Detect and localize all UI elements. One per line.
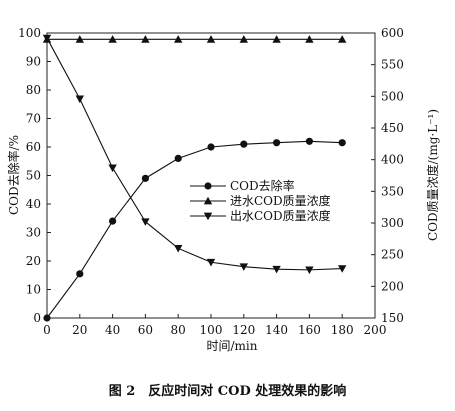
figure-caption: 图 2 反应时间对 COD 处理效果的影响 bbox=[108, 384, 347, 399]
y-axis-left-title: COD去除率/% bbox=[6, 135, 21, 215]
series-1-point bbox=[273, 139, 281, 147]
x-axis: 0 20 40 60 80 100 120 140 160 180 200 bbox=[43, 314, 386, 337]
x-tick-label: 160 bbox=[298, 323, 321, 337]
y-left-tick-label: 60 bbox=[26, 140, 41, 154]
series-3-line bbox=[46, 37, 343, 271]
y-right-tick-label: 400 bbox=[381, 153, 404, 167]
y-left-tick-label: 80 bbox=[26, 83, 41, 97]
y-axis-left: 0 10 20 30 40 50 60 70 80 90 100 bbox=[18, 26, 51, 325]
chart: 0 20 40 60 80 100 120 140 160 180 200 0 10 20 30 40 50 6… bbox=[6, 26, 440, 353]
series-3-point bbox=[305, 266, 314, 275]
x-tick-label: 180 bbox=[331, 323, 354, 337]
y-right-tick-label: 600 bbox=[381, 26, 404, 40]
series-2-point bbox=[108, 35, 117, 43]
legend-marker bbox=[203, 212, 213, 221]
legend-marker bbox=[203, 196, 213, 205]
plot-frame bbox=[46, 32, 376, 319]
legend-item-3: 出水COD质量浓度 bbox=[190, 208, 331, 223]
y-left-tick-label: 50 bbox=[26, 169, 41, 183]
y-right-tick-label: 300 bbox=[381, 216, 404, 230]
series-2-point bbox=[174, 35, 183, 43]
x-axis-title: 时间/min bbox=[207, 339, 258, 353]
x-tick-label: 40 bbox=[105, 323, 120, 337]
x-tick-label: 140 bbox=[265, 323, 288, 337]
x-tick-label: 0 bbox=[43, 323, 51, 337]
series-layer bbox=[42, 34, 347, 322]
series-3-point bbox=[75, 95, 84, 104]
series-1 bbox=[43, 137, 346, 322]
series-1-point bbox=[338, 139, 346, 147]
series-3-point bbox=[108, 164, 117, 173]
series-1-point bbox=[240, 140, 248, 148]
series-1-point bbox=[109, 217, 117, 225]
y-left-tick-label: 30 bbox=[26, 226, 41, 240]
series-2-point bbox=[75, 35, 84, 43]
x-tick-label: 60 bbox=[138, 323, 153, 337]
x-tick-label: 200 bbox=[364, 323, 387, 337]
series-2-point bbox=[206, 35, 216, 43]
y-right-tick-label: 200 bbox=[381, 279, 404, 293]
series-1-point bbox=[43, 314, 51, 322]
legend-item-2: 进水COD质量浓度 bbox=[190, 193, 331, 208]
legend-label: COD去除率 bbox=[230, 178, 295, 193]
series-3-point bbox=[174, 244, 183, 253]
series-3-point bbox=[239, 263, 248, 271]
x-tick-label: 20 bbox=[72, 323, 87, 337]
y-left-tick-label: 20 bbox=[26, 254, 41, 268]
legend-marker bbox=[204, 182, 212, 190]
series-3-point bbox=[206, 258, 216, 267]
plot-border bbox=[46, 32, 376, 319]
series-2-point bbox=[305, 35, 314, 43]
y-axis-right: 150 200 250 300 350 400 450 500 550 600 bbox=[371, 26, 404, 325]
x-tick-label: 120 bbox=[232, 323, 255, 337]
series-2 bbox=[42, 35, 347, 43]
y-right-tick-label: 450 bbox=[381, 121, 404, 135]
series-3-point bbox=[272, 265, 281, 274]
y-left-tick-label: 0 bbox=[33, 311, 41, 325]
y-right-tick-label: 550 bbox=[381, 58, 404, 72]
x-tick-label: 100 bbox=[200, 323, 223, 337]
y-right-tick-label: 250 bbox=[381, 248, 404, 262]
series-1-line bbox=[46, 140, 343, 319]
y-right-tick-label: 150 bbox=[381, 311, 404, 325]
y-axis-right-title: COD质量浓度/(mg·L⁻¹) bbox=[425, 109, 440, 241]
y-left-tick-label: 10 bbox=[26, 283, 41, 297]
legend-label: 进水COD质量浓度 bbox=[230, 193, 331, 208]
series-2-point bbox=[338, 35, 347, 43]
y-right-tick-label: 500 bbox=[381, 89, 404, 103]
series-1-point bbox=[207, 143, 215, 151]
series-2-point bbox=[272, 35, 281, 43]
series-2-point bbox=[239, 35, 248, 43]
y-right-tick-label: 350 bbox=[381, 184, 404, 198]
series-3-point bbox=[42, 34, 52, 43]
y-left-tick-label: 70 bbox=[26, 112, 41, 126]
y-left-tick-label: 90 bbox=[26, 55, 41, 69]
y-left-tick-label: 100 bbox=[18, 26, 41, 40]
y-left-tick-label: 40 bbox=[26, 197, 41, 211]
series-1-point bbox=[76, 270, 84, 278]
series-1-point bbox=[305, 137, 313, 145]
x-tick-label: 80 bbox=[171, 323, 186, 337]
series-2-point bbox=[141, 35, 150, 43]
series-1-point bbox=[174, 154, 182, 162]
series-3-point bbox=[338, 265, 347, 273]
series-3 bbox=[42, 34, 347, 275]
series-3-point bbox=[141, 218, 150, 226]
legend-item-1: COD去除率 bbox=[190, 178, 295, 193]
series-1-point bbox=[141, 174, 149, 182]
legend-label: 出水COD质量浓度 bbox=[230, 208, 331, 223]
